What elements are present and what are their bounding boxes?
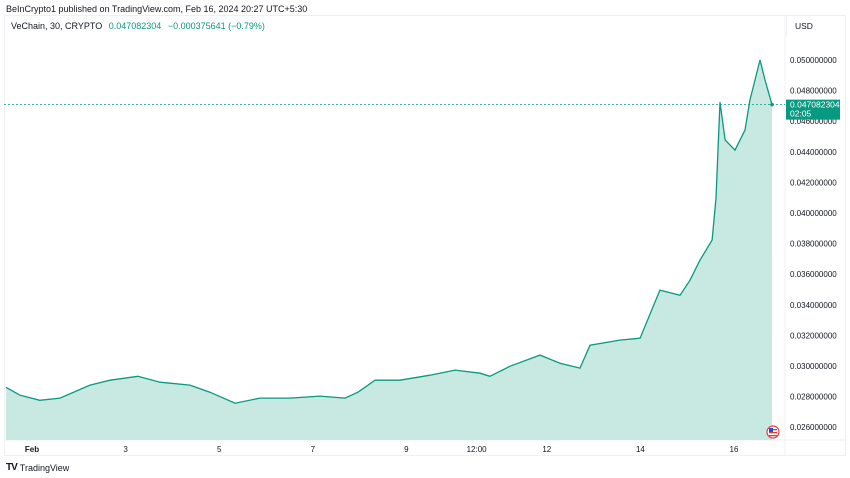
y-tick-label: 0.048000000 <box>790 87 837 96</box>
tradingview-brand: TradingView <box>19 462 70 473</box>
x-tick-label: 9 <box>404 445 409 454</box>
publisher-line: BeInCrypto1 published on TradingView.com… <box>6 4 308 14</box>
y-tick-label: 0.030000000 <box>790 362 837 371</box>
tradingview-logo[interactable]: TV TradingView <box>6 462 69 473</box>
y-tick-label: 0.040000000 <box>790 209 837 218</box>
symbol-name: VeChain, 30, CRYPTO <box>11 21 103 31</box>
y-tick-label: 0.036000000 <box>790 270 837 279</box>
last-price-tag <box>786 99 840 120</box>
x-tick-label: Feb <box>25 445 39 454</box>
x-tick-label: 14 <box>636 445 645 454</box>
y-tick-label: 0.034000000 <box>790 301 837 310</box>
tradingview-logo-icon: TV <box>6 462 18 473</box>
price-area-fill <box>6 60 773 440</box>
last-price-dot <box>770 102 774 107</box>
y-tick-label: 0.026000000 <box>790 423 837 432</box>
legend-change: −0.000375641 (−0.79%) <box>167 21 265 31</box>
x-axis: Feb 3 5 7 9 12:00 12 14 16 <box>25 445 739 454</box>
x-tick-label: 5 <box>217 445 222 454</box>
x-tick-label: 7 <box>311 445 316 454</box>
chart-frame <box>4 15 846 456</box>
y-tick-label: 0.042000000 <box>790 178 837 187</box>
x-tick-label: 16 <box>730 445 739 454</box>
legend-price: 0.047082304 <box>108 21 162 31</box>
bar-countdown: 02:05 <box>790 109 812 119</box>
x-tick-label: 12:00 <box>467 445 488 454</box>
symbol-legend: VeChain, 30, CRYPTO 0.047082304 −0.00037… <box>11 21 265 31</box>
currency-label[interactable]: USD <box>786 16 846 36</box>
y-axis: 0.050000000 0.048000000 0.046000000 0.04400… <box>790 56 837 432</box>
y-tick-label: 0.050000000 <box>790 56 837 65</box>
y-tick-label: 0.046000000 <box>790 117 837 126</box>
price-line <box>5 59 773 404</box>
y-tick-label: 0.032000000 <box>790 331 837 340</box>
x-tick-label: 12 <box>542 445 551 454</box>
x-tick-label: 3 <box>123 445 128 454</box>
last-price-value: 0.047082304 <box>790 100 840 110</box>
y-tick-label: 0.038000000 <box>790 240 837 249</box>
y-tick-label: 0.044000000 <box>790 148 837 157</box>
y-tick-label: 0.028000000 <box>790 393 837 402</box>
us-flag-icon[interactable] <box>766 425 780 439</box>
